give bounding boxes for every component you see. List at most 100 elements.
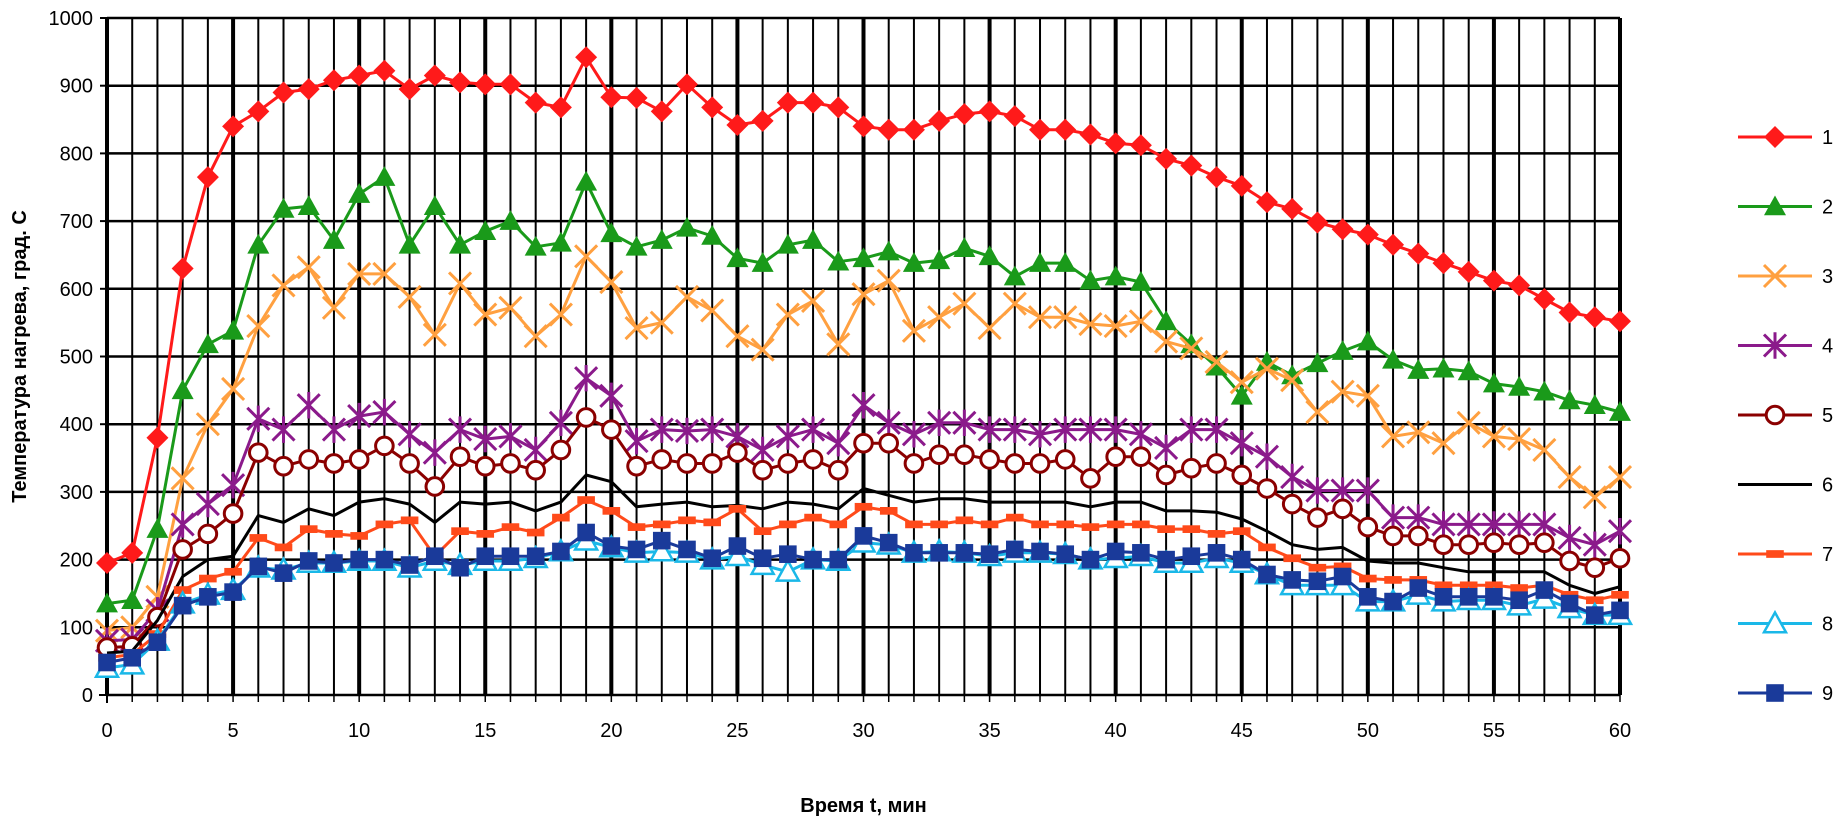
data-point: [1078, 416, 1103, 443]
data-point: [1207, 544, 1226, 562]
data-point: [1104, 265, 1127, 286]
data-point: [901, 421, 926, 448]
data-point: [271, 416, 296, 443]
data-point: [851, 282, 876, 307]
series-line-6: [106, 473, 1621, 655]
data-point: [1532, 437, 1557, 462]
data-point: [500, 453, 521, 474]
data-point: [96, 551, 118, 574]
data-point: [1256, 478, 1278, 499]
data-point: [650, 100, 673, 123]
data-point: [1764, 126, 1786, 148]
data-point: [247, 100, 270, 123]
data-point: [199, 588, 217, 606]
data-point: [1508, 375, 1531, 396]
data-point: [121, 541, 144, 564]
data-point: [249, 534, 268, 542]
data-point: [1229, 429, 1254, 457]
data-point: [1332, 498, 1353, 520]
legend-label: 6: [1822, 475, 1833, 497]
data-point: [676, 453, 698, 474]
data-point: [1103, 313, 1128, 339]
data-point: [398, 78, 421, 101]
data-point: [930, 544, 948, 562]
data-point: [802, 91, 825, 114]
data-point: [1456, 511, 1481, 538]
data-point: [1182, 525, 1201, 533]
data-point: [1431, 431, 1456, 456]
data-point: [1459, 581, 1478, 590]
data-point: [1180, 154, 1203, 177]
y-tick-label: 600: [60, 279, 93, 301]
data-point: [775, 302, 800, 327]
data-point: [348, 449, 370, 470]
data-point: [375, 550, 394, 569]
data-point: [1331, 218, 1354, 241]
data-point: [624, 427, 649, 455]
data-point: [373, 59, 396, 82]
legend-label: 1: [1822, 127, 1833, 149]
data-point: [801, 416, 826, 443]
data-point: [1254, 443, 1280, 470]
data-point: [325, 554, 343, 572]
data-point: [347, 261, 372, 286]
data-point: [1356, 330, 1379, 351]
y-tick-label: 100: [60, 617, 93, 639]
data-point: [1384, 576, 1402, 584]
data-point: [1258, 543, 1276, 552]
data-point: [979, 449, 1000, 470]
data-point: [876, 268, 901, 293]
data-point: [703, 549, 721, 568]
data-point: [501, 547, 520, 566]
legend-label: 9: [1822, 683, 1833, 705]
data-point: [1557, 464, 1582, 490]
data-point: [501, 523, 520, 531]
data-point: [977, 316, 1002, 341]
data-point: [577, 496, 595, 504]
data-point: [224, 567, 242, 576]
data-point: [1130, 446, 1152, 467]
data-point: [246, 405, 271, 432]
data-point: [524, 91, 547, 114]
data-point: [1382, 348, 1405, 369]
data-point: [422, 439, 447, 466]
legend-item-3: 3: [1738, 263, 1833, 289]
data-point: [526, 547, 545, 566]
x-tick-label: 50: [1357, 720, 1379, 742]
data-point: [272, 197, 295, 218]
legend-label: 7: [1822, 544, 1833, 566]
data-point: [1762, 263, 1788, 289]
data-point: [1533, 380, 1556, 401]
series-3: [94, 244, 1633, 643]
data-point: [801, 288, 826, 314]
data-point: [1431, 511, 1456, 538]
data-point: [1482, 372, 1505, 393]
data-point: [1457, 360, 1480, 381]
data-point: [476, 530, 495, 538]
data-point: [826, 429, 851, 457]
data-point: [902, 252, 925, 272]
data-point: [1307, 507, 1328, 528]
data-point: [827, 250, 850, 271]
data-point: [146, 426, 169, 449]
data-point: [1132, 544, 1150, 562]
data-point: [1558, 389, 1581, 410]
data-point: [650, 229, 673, 249]
data-point: [1382, 525, 1404, 547]
data-point: [1157, 525, 1175, 533]
data-point: [627, 540, 646, 559]
data-point: [1485, 588, 1503, 606]
data-point: [1081, 523, 1100, 531]
data-point: [1583, 394, 1606, 415]
data-point: [1607, 464, 1633, 490]
data-point: [930, 520, 948, 529]
data-point: [1006, 513, 1024, 522]
y-tick-label: 200: [60, 550, 93, 572]
data-point: [321, 416, 347, 443]
data-point: [1003, 265, 1026, 286]
data-point: [876, 409, 901, 437]
data-point: [447, 271, 473, 296]
data-point: [1609, 401, 1631, 421]
data-point: [298, 449, 320, 470]
data-point: [397, 421, 422, 448]
